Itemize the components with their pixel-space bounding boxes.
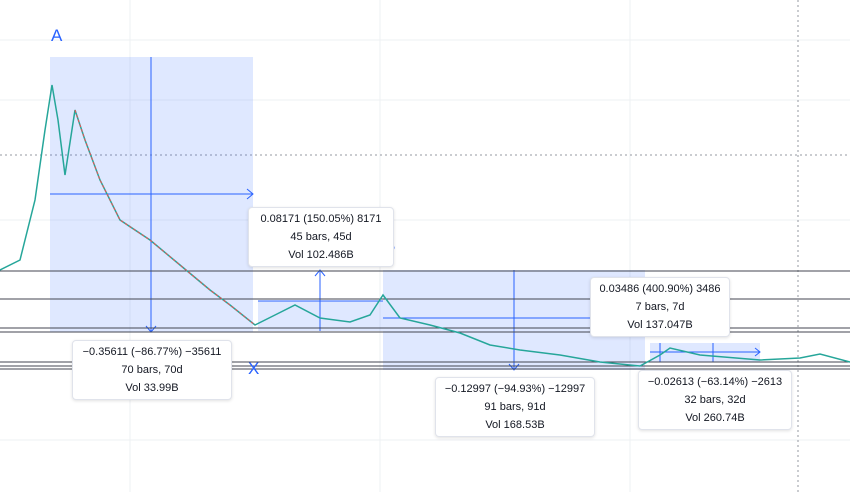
bars: 7 bars, 7d: [635, 301, 685, 313]
bars: 91 bars, 91d: [484, 401, 546, 413]
change: 0.03486 (400.90%) 3486: [599, 283, 721, 295]
measure-label: −0.02613 (−63.14%) −2613 32 bars, 32d Vo…: [638, 370, 792, 430]
point-label: X: [248, 359, 260, 378]
bars: 70 bars, 70d: [121, 364, 183, 376]
volume: Vol 260.74B: [685, 412, 745, 424]
measure-lines: [50, 57, 761, 371]
measure-label: 0.08171 (150.05%) 8171 45 bars, 45d Vol …: [248, 207, 394, 267]
change: −0.35611 (−86.77%) −35611: [82, 346, 222, 358]
volume: Vol 137.047B: [627, 319, 693, 331]
volume: Vol 168.53B: [485, 419, 545, 431]
bars: 32 bars, 32d: [684, 394, 746, 406]
change: −0.12997 (−94.93%) −12997: [444, 383, 586, 395]
change: −0.02613 (−63.14%) −2613: [647, 376, 783, 388]
measure-label: −0.35611 (−86.77%) −35611 70 bars, 70d V…: [72, 340, 232, 400]
change: 0.08171 (150.05%) 8171: [260, 213, 382, 225]
point-label: A: [51, 26, 63, 45]
volume: Vol 102.486B: [288, 249, 354, 261]
bars: 45 bars, 45d: [290, 231, 352, 243]
measure-label: 0.03486 (400.90%) 3486 7 bars, 7d Vol 13…: [590, 277, 730, 337]
price-path: [0, 84, 850, 367]
measure-label: −0.12997 (−94.93%) −12997 91 bars, 91d V…: [435, 377, 595, 437]
price-path-down: [74, 109, 256, 326]
volume: Vol 33.99B: [125, 382, 179, 394]
